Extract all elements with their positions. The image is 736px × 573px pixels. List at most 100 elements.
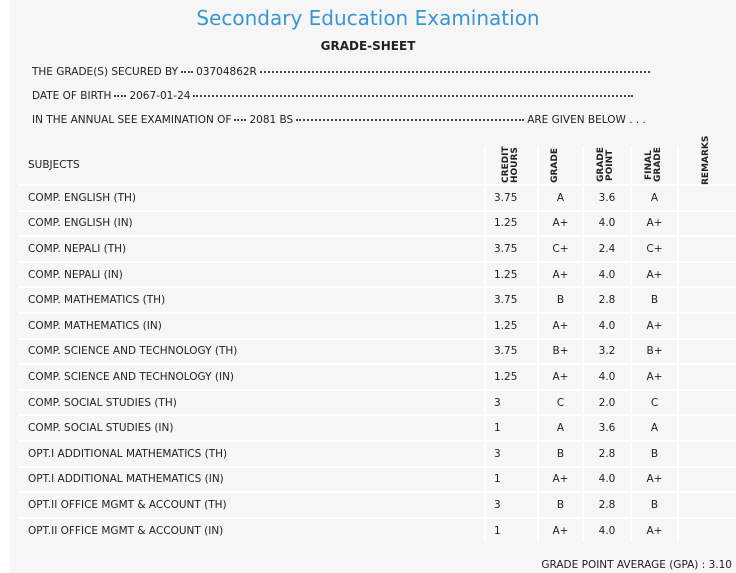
table-cell xyxy=(677,288,736,312)
table-cell: 2.8 xyxy=(582,441,630,466)
table-cell: 1.25 xyxy=(484,211,537,236)
header-cell: FINAL GRADE xyxy=(630,146,677,184)
header-cell: GRADE xyxy=(537,146,582,184)
table-cell: B xyxy=(630,493,677,517)
dots xyxy=(114,95,127,97)
table-cell: COMP. MATHEMATICS (IN) xyxy=(18,314,484,338)
grade-value: 4.0 xyxy=(598,217,616,230)
gpa-value: 3.10 xyxy=(708,559,732,571)
table-cell: OPT.II OFFICE MGMT & ACCOUNT (IN) xyxy=(18,519,484,543)
table-cell xyxy=(677,211,736,236)
table-cell: 4.0 xyxy=(582,467,630,492)
table-cell: 3.75 xyxy=(484,186,537,210)
table-cell: 2.0 xyxy=(582,390,630,415)
grade-value: 3.6 xyxy=(598,422,616,435)
grade-value: 4.0 xyxy=(598,319,616,332)
header-text: SUBJECTS xyxy=(28,159,80,171)
grade-value: C+ xyxy=(646,242,663,255)
table-cell: A xyxy=(537,416,582,440)
table-cell: 1.25 xyxy=(484,365,537,389)
grade-value: B+ xyxy=(646,345,663,358)
table-row: COMP. ENGLISH (IN) 1.25 A+ 4.0 A+ xyxy=(18,209,736,236)
table-cell: A+ xyxy=(630,313,677,338)
subject: COMP. MATHEMATICS (IN) xyxy=(28,319,162,332)
dots xyxy=(234,119,247,121)
table-cell: B xyxy=(537,288,582,312)
grade-value: 3.75 xyxy=(494,191,518,204)
table-cell: 3.75 xyxy=(484,237,537,261)
subject: COMP. SOCIAL STUDIES (IN) xyxy=(28,422,174,435)
table-cell: COMP. SOCIAL STUDIES (TH) xyxy=(18,391,484,415)
grade-value: 4.0 xyxy=(598,473,616,486)
grade-value: 3.75 xyxy=(494,345,518,358)
table-cell: A+ xyxy=(537,365,582,389)
table-cell xyxy=(677,186,736,210)
table-cell: A xyxy=(537,186,582,210)
table-row: OPT.II OFFICE MGMT & ACCOUNT (TH) 3 B 2.8 B xyxy=(18,491,736,517)
table-cell: COMP. MATHEMATICS (TH) xyxy=(18,288,484,312)
table-cell: 2.8 xyxy=(582,493,630,517)
table-cell: A xyxy=(630,416,677,440)
table-cell: A xyxy=(630,186,677,210)
header-row: SUBJECTS CREDIT HOURS GRADE GRADE POINT FINA… xyxy=(18,136,736,185)
table-cell: 2.4 xyxy=(582,237,630,261)
grade-value: A+ xyxy=(646,268,663,281)
table-cell: A+ xyxy=(630,365,677,389)
dots xyxy=(296,119,525,121)
header-text: FINAL GRADE xyxy=(643,147,663,183)
grade-value: 2.8 xyxy=(598,447,616,460)
table-cell xyxy=(677,518,736,543)
table-cell: B+ xyxy=(630,339,677,364)
table-cell: B xyxy=(537,493,582,517)
grade-value: 3.2 xyxy=(598,345,616,358)
info-value: 03704862R xyxy=(196,66,257,78)
grade-value: A+ xyxy=(552,217,569,230)
table-cell: 4.0 xyxy=(582,262,630,287)
table-cell: A+ xyxy=(537,262,582,287)
table-cell: 3 xyxy=(484,390,537,415)
table-cell: B xyxy=(537,441,582,466)
table-cell: COMP. SCIENCE AND TECHNOLOGY (TH) xyxy=(18,340,484,364)
table-row: COMP. SCIENCE AND TECHNOLOGY (IN) 1.25 A+ 4… xyxy=(18,363,736,389)
table-cell: C+ xyxy=(537,237,582,261)
table-cell: 1 xyxy=(484,416,537,440)
grade-value: 3 xyxy=(494,396,501,409)
header-text: GRADE xyxy=(549,147,560,183)
table-cell: C+ xyxy=(630,237,677,261)
info-label: THE GRADE(S) SECURED BY xyxy=(32,66,179,78)
grade-value: A xyxy=(650,191,659,204)
table-cell xyxy=(677,467,736,492)
table-row: COMP. ENGLISH (TH) 3.75 A 3.6 A xyxy=(18,184,736,210)
table-cell: OPT.I ADDITIONAL MATHEMATICS (TH) xyxy=(18,442,484,466)
grade-value: 1 xyxy=(494,473,501,486)
table-cell xyxy=(677,365,736,389)
gpa-label: GRADE POINT AVERAGE (GPA) : xyxy=(541,559,706,571)
table-cell: B xyxy=(630,288,677,312)
table-cell: 1.25 xyxy=(484,262,537,287)
grade-value: A+ xyxy=(646,473,663,486)
table-cell: 3.75 xyxy=(484,339,537,364)
grade-value: B xyxy=(556,447,565,460)
table-cell: COMP. NEPALI (IN) xyxy=(18,263,484,287)
table-cell: OPT.I ADDITIONAL MATHEMATICS (IN) xyxy=(18,468,484,492)
grade-value: B xyxy=(650,447,659,460)
table-cell: A+ xyxy=(630,467,677,492)
grade-value: 3.6 xyxy=(598,191,616,204)
table-cell: C xyxy=(630,390,677,415)
header-cell: SUBJECTS xyxy=(18,146,484,184)
grade-value: A+ xyxy=(552,319,569,332)
table-cell: COMP. ENGLISH (IN) xyxy=(18,212,484,236)
table-cell xyxy=(677,493,736,517)
grade-value: 4.0 xyxy=(598,524,616,537)
table-cell: 3.6 xyxy=(582,186,630,210)
table-cell: 3.2 xyxy=(582,339,630,364)
table-cell: A+ xyxy=(630,518,677,543)
table-cell: A+ xyxy=(537,211,582,236)
table-cell: C xyxy=(537,390,582,415)
table-row: COMP. NEPALI (IN) 1.25 A+ 4.0 A+ xyxy=(18,260,736,287)
grade-value: C xyxy=(556,396,565,409)
grade-value: C xyxy=(650,396,659,409)
table-row: OPT.II OFFICE MGMT & ACCOUNT (IN) 1 A+ 4.0 A… xyxy=(18,516,736,543)
table-row: COMP. SOCIAL STUDIES (IN) 1 A 3.6 A xyxy=(18,414,736,440)
dots xyxy=(193,95,634,97)
